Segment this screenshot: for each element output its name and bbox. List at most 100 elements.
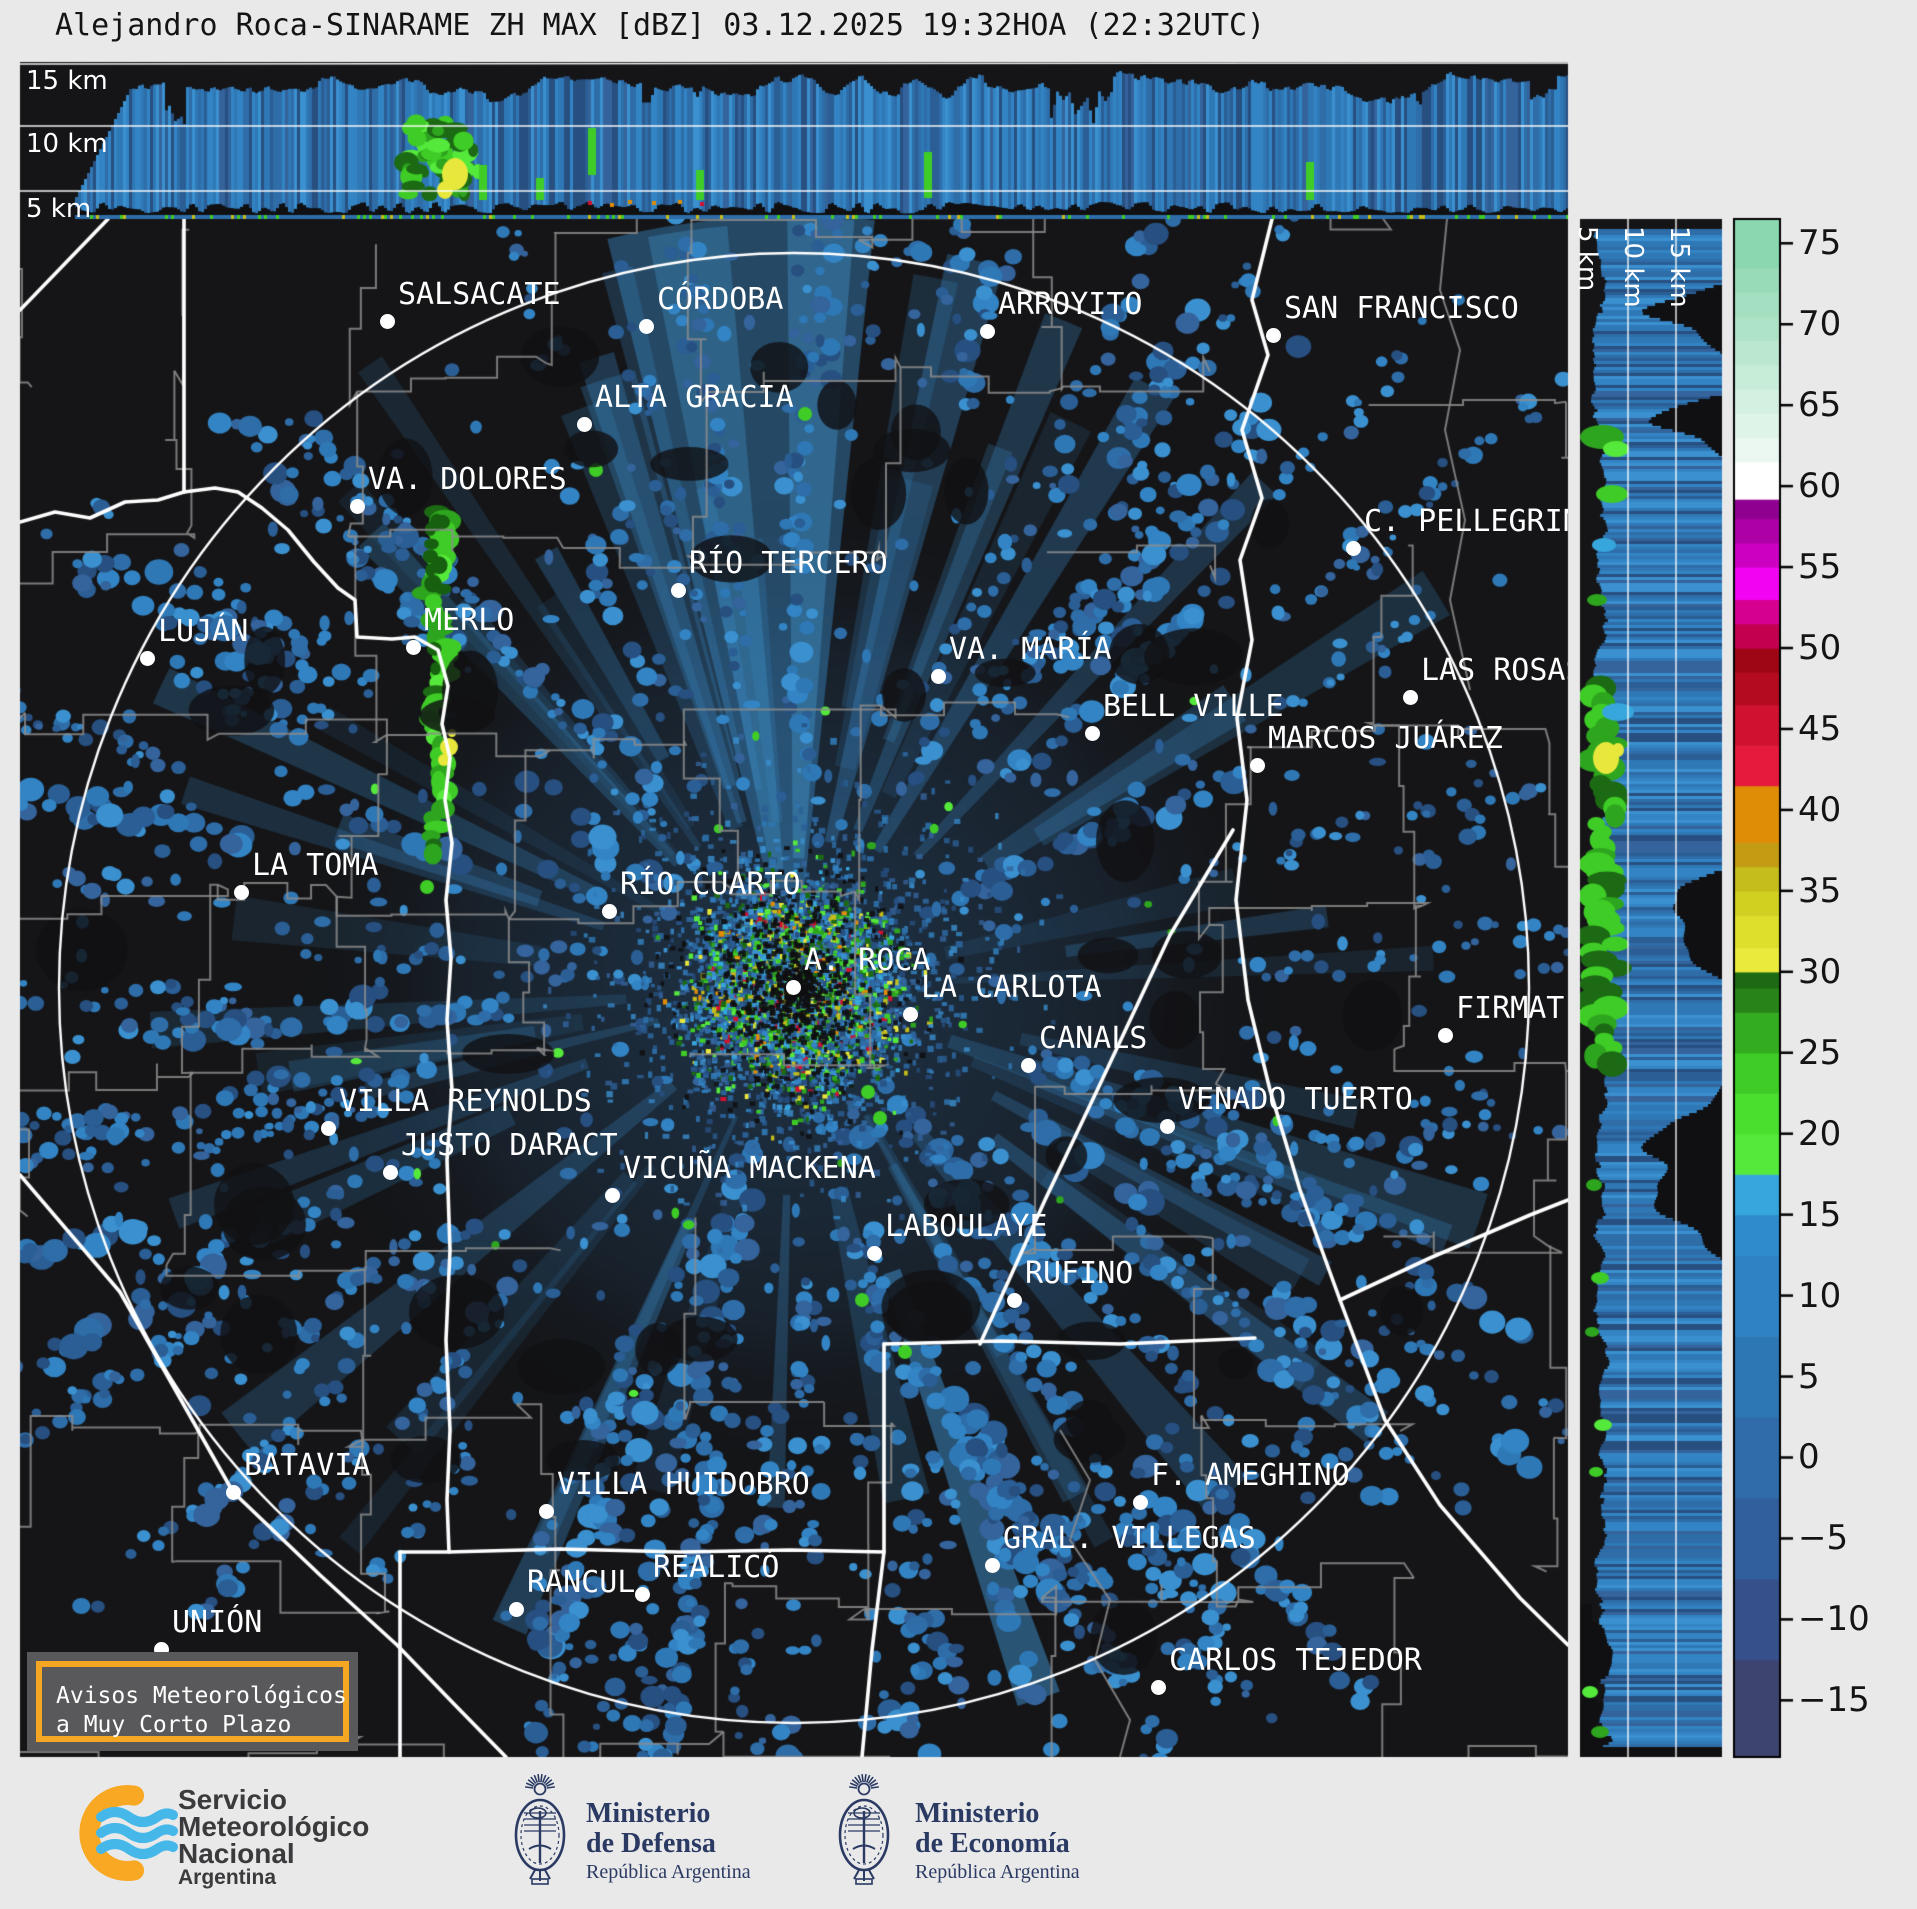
city-label: F. AMEGHINO <box>1151 1458 1350 1493</box>
city-label: A. ROCA <box>804 943 931 978</box>
city-dot <box>634 1586 650 1602</box>
ministry-defensa-line-1: Ministerio <box>586 1798 711 1829</box>
avisos-border: Avisos Meteorológicos a Muy Corto Plazo <box>36 1661 349 1742</box>
city-dot <box>538 1503 554 1519</box>
city-label: VILLA REYNOLDS <box>339 1084 592 1119</box>
smn-name-line-3: Nacional <box>178 1838 295 1869</box>
city-dot <box>1159 1118 1175 1134</box>
coat-of-arms-icon <box>514 1774 566 1885</box>
colorbar-tick-label: 45 <box>1798 708 1842 749</box>
city-dot <box>1265 327 1281 343</box>
city-dot <box>902 1006 918 1022</box>
colorbar-tick-label: 10 <box>1798 1275 1842 1316</box>
city-label: MERLO <box>424 603 515 638</box>
city-label: C. PELLEGRINI <box>1364 504 1568 539</box>
city-dot <box>576 416 592 432</box>
avisos-line-1: Avisos Meteorológicos <box>56 1683 347 1709</box>
city-label: LABOULAYE <box>885 1209 1048 1244</box>
city-dot <box>1402 689 1418 705</box>
city-dot <box>1249 757 1265 773</box>
ministry-defensa-line-2: de Defensa <box>586 1828 716 1859</box>
city-label: RANCUL <box>527 1565 636 1600</box>
colorbar-tick-label: 65 <box>1798 385 1842 426</box>
avisos-line-2: a Muy Corto Plazo <box>56 1712 292 1738</box>
city-label: VILLA HUIDOBRO <box>557 1467 810 1502</box>
altitude-label: 10 km <box>26 129 108 159</box>
city-label: BATAVIA <box>244 1448 371 1483</box>
colorbar-tick-label: 15 <box>1798 1194 1842 1235</box>
city-label: CARLOS TEJEDOR <box>1169 1643 1422 1678</box>
city-label: SALSACATE <box>398 277 561 312</box>
city-label: ARROYITO <box>998 287 1143 322</box>
city-label: RÍO CUARTO <box>620 867 801 902</box>
colorbar-tick-label: 5 <box>1798 1356 1820 1397</box>
city-label: LA TOMA <box>252 848 379 883</box>
smn-logo-icon <box>79 1785 178 1881</box>
city-label: MARCOS JUÁREZ <box>1268 721 1503 756</box>
city-dot <box>349 498 365 514</box>
city-label: JUSTO DARACT <box>401 1128 618 1163</box>
page-title: Alejandro Roca-SINARAME ZH MAX [dBZ] 03.… <box>55 8 1266 43</box>
city-dot <box>1084 725 1100 741</box>
colorbar-tick-label: 0 <box>1798 1437 1820 1478</box>
city-dot <box>1020 1057 1036 1073</box>
city-dot <box>1437 1027 1453 1043</box>
colorbar-tick-label: 70 <box>1798 304 1842 345</box>
colorbar-tick-label: 60 <box>1798 466 1842 507</box>
city-label: FIRMAT <box>1456 991 1565 1026</box>
city-dot <box>785 979 801 995</box>
city-label: LUJÁN <box>158 614 249 649</box>
altitude-label: 10 km <box>1618 226 1648 308</box>
city-label: BELL VILLE <box>1103 689 1284 724</box>
city-label: RÍO TERCERO <box>689 546 888 581</box>
city-dot <box>1345 540 1361 556</box>
coat-of-arms-icon <box>838 1774 890 1885</box>
city-dot <box>930 668 946 684</box>
smn-name-line-1: Servicio <box>178 1784 287 1815</box>
colorbar-tick-label: 30 <box>1798 951 1842 992</box>
city-label: RUFINO <box>1025 1256 1134 1291</box>
smn-name-line-2: Meteorológico <box>178 1811 370 1842</box>
altitude-label: 5 km <box>1572 226 1602 292</box>
city-dot <box>604 1187 620 1203</box>
colorbar-tick-label: 50 <box>1798 628 1842 669</box>
city-dot <box>320 1120 336 1136</box>
ministry-defensa-subtitle: República Argentina <box>586 1861 751 1883</box>
city-label: SAN FRANCISCO <box>1284 291 1519 326</box>
colorbar-tick-label: 55 <box>1798 547 1842 588</box>
city-dot <box>379 313 395 329</box>
colorbar-tick-label: 75 <box>1798 223 1842 264</box>
ministry-economia-subtitle: República Argentina <box>915 1861 1080 1883</box>
city-label: VA. MARÍA <box>949 632 1112 667</box>
city-label: CÓRDOBA <box>657 282 784 317</box>
ministry-economia-line-1: Ministerio <box>915 1798 1040 1829</box>
city-dot <box>670 582 686 598</box>
city-dot <box>1006 1292 1022 1308</box>
city-dot <box>233 884 249 900</box>
city-dot <box>866 1245 882 1261</box>
city-dot <box>1150 1679 1166 1695</box>
city-label: LAS ROSAS <box>1421 653 1568 688</box>
city-dot <box>382 1164 398 1180</box>
colorbar-tick-label: 20 <box>1798 1113 1842 1154</box>
map-area: SALSACATE CÓRDOBA ARROYITO SAN FRANCISCO ALT… <box>20 219 1568 1757</box>
city-dot <box>508 1601 524 1617</box>
city-dot <box>405 639 421 655</box>
altitude-label: 15 km <box>1664 226 1694 308</box>
colorbar-tick-label: 35 <box>1798 870 1842 911</box>
city-label: GRAL. VILLEGAS <box>1003 1521 1256 1556</box>
city-dot <box>139 650 155 666</box>
city-dot <box>601 903 617 919</box>
altitude-label: 5 km <box>26 194 92 224</box>
city-label: UNIÓN <box>172 1605 263 1640</box>
city-label: ALTA GRACIA <box>595 380 794 415</box>
avisos-warning-box[interactable]: Avisos Meteorológicos a Muy Corto Plazo <box>27 1652 358 1751</box>
city-dot <box>984 1557 1000 1573</box>
ministry-economia-line-2: de Economía <box>915 1828 1070 1859</box>
altitude-label: 15 km <box>26 66 108 96</box>
city-dot <box>638 318 654 334</box>
colorbar-tick-label: 40 <box>1798 789 1842 830</box>
city-label: CANALS <box>1039 1021 1148 1056</box>
